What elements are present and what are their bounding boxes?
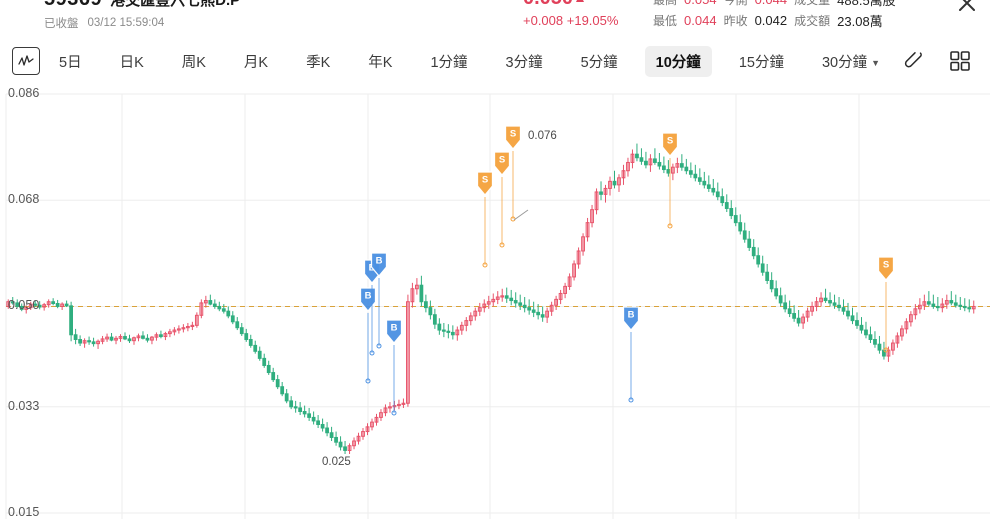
- svg-text:B: B: [365, 291, 372, 302]
- symbol-name: 港交匯豐六七熊D.P: [110, 0, 241, 9]
- chart-canvas: SSSSSBBBBB: [5, 93, 990, 519]
- trade-marker-B: B: [359, 287, 377, 384]
- last-price: 0.050: [523, 0, 573, 10]
- y-axis-tick: 0.015: [8, 505, 40, 519]
- svg-text:B: B: [391, 323, 398, 334]
- trade-marker-S: S: [661, 132, 679, 229]
- stat-label: 成交量: [794, 0, 831, 7]
- tab-label: 10分鐘: [655, 54, 701, 71]
- tab-月K[interactable]: 月K: [233, 46, 279, 77]
- tab-3分鐘[interactable]: 3分鐘: [495, 46, 554, 77]
- y-axis-tick: 0.086: [8, 86, 40, 100]
- svg-text:B: B: [628, 310, 635, 321]
- svg-text:S: S: [482, 175, 488, 186]
- pencil-icon[interactable]: [902, 49, 926, 73]
- tab-1分鐘[interactable]: 1分鐘: [419, 46, 478, 77]
- period-tabs: 5日 日K 周K 月K 季K 年K 1分鐘 3分鐘 5分鐘 10分鐘 15分鐘 30分鐘 ▼: [40, 40, 902, 82]
- price-annotation-low: 0.025: [322, 456, 351, 468]
- tab-label: 1分鐘: [430, 54, 468, 71]
- tab-label: 周K: [181, 54, 206, 71]
- market-status: 已收盤: [44, 18, 79, 30]
- stat-label: 最低: [653, 14, 678, 28]
- price-annotation-high: 0.076: [528, 130, 557, 142]
- tab-日K[interactable]: 日K: [109, 46, 155, 77]
- tab-label: 15分鐘: [738, 54, 784, 71]
- stat-value: 0.042: [754, 13, 788, 28]
- price-block: 0.050 +0.008 +19.05%: [523, 0, 618, 28]
- stat-label: 最高: [653, 0, 678, 7]
- trade-marker-S: S: [877, 256, 895, 353]
- stat-value: 23.08萬: [837, 14, 883, 29]
- stat-label: 昨收: [723, 14, 748, 28]
- tab-15分鐘[interactable]: 15分鐘: [728, 46, 795, 77]
- trade-marker-S: S: [476, 171, 494, 268]
- tab-30分鐘[interactable]: 30分鐘 ▼: [811, 46, 891, 77]
- stat-value: 0.054: [684, 0, 717, 7]
- symbol-code: 59369: [44, 0, 102, 11]
- y-axis-tick: 0.068: [8, 192, 40, 207]
- change-absolute: +0.008: [523, 13, 564, 28]
- svg-text:S: S: [499, 155, 505, 166]
- tab-label: 30分鐘: [821, 54, 868, 71]
- svg-text:S: S: [510, 129, 516, 140]
- trade-marker-B: B: [622, 306, 640, 403]
- close-icon[interactable]: [954, 0, 980, 16]
- toolbar-tools: [902, 49, 972, 73]
- svg-text:S: S: [883, 260, 889, 271]
- trade-marker-B: B: [385, 319, 403, 416]
- tab-周K[interactable]: 周K: [171, 46, 217, 77]
- tab-label: 年K: [368, 54, 393, 71]
- chevron-down-icon: ▼: [871, 57, 881, 68]
- trade-marker-S: S: [504, 125, 522, 222]
- grid-layout-icon[interactable]: [948, 49, 972, 73]
- quote-header: 59369 港交匯豐六七熊D.P 已收盤 03/12 15:59:04 0.05…: [0, 0, 990, 40]
- tab-5日[interactable]: 5日: [48, 46, 93, 77]
- line-chart-icon[interactable]: [12, 47, 40, 75]
- tab-季K[interactable]: 季K: [295, 46, 341, 77]
- tab-10分鐘[interactable]: 10分鐘: [644, 45, 712, 77]
- trade-marker-B: B: [370, 252, 388, 349]
- tab-label: 月K: [243, 54, 269, 71]
- stat-value: 0.044: [684, 13, 717, 28]
- quote-timestamp: 03/12 15:59:04: [87, 17, 165, 29]
- tab-label: 季K: [306, 54, 331, 71]
- tab-label: 5分鐘: [580, 54, 618, 71]
- tab-label: 3分鐘: [505, 54, 543, 71]
- tab-5分鐘[interactable]: 5分鐘: [570, 46, 629, 77]
- stat-value: 0.044: [755, 0, 788, 7]
- tab-年K[interactable]: 年K: [357, 46, 403, 77]
- arrow-up-icon: [576, 0, 585, 2]
- stat-label: 今開: [723, 0, 748, 7]
- trade-marker-S: S: [493, 151, 511, 248]
- stat-label: 成交額: [794, 14, 831, 28]
- symbol-block: 59369 港交匯豐六七熊D.P 已收盤 03/12 15:59:04: [44, 0, 240, 31]
- stat-value: 488.5萬股: [837, 0, 896, 8]
- svg-text:S: S: [667, 136, 673, 147]
- change-percent: +19.05%: [566, 13, 619, 28]
- tab-label: 日K: [119, 54, 144, 71]
- y-axis-tick: 0.033: [8, 398, 40, 413]
- period-toolbar: 5日 日K 周K 月K 季K 年K 1分鐘 3分鐘 5分鐘 10分鐘 15分鐘 30分鐘 ▼: [0, 40, 990, 83]
- tab-label: 5日: [59, 54, 82, 71]
- svg-text:B: B: [376, 256, 383, 267]
- y-axis-tick: 0.050: [8, 298, 40, 313]
